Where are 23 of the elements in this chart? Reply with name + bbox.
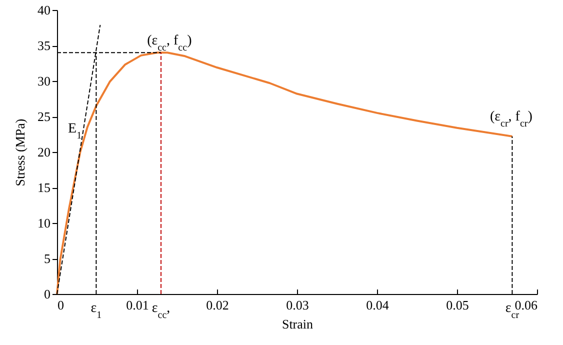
x-axis-title: Strain [282,316,314,332]
y-tick-label: 20 [38,144,50,160]
y-tick-label: 5 [44,251,50,266]
y-axis-title: Stress (MPa) [12,118,28,186]
y-tick-label: 35 [38,38,50,53]
y-tick-label: 30 [38,74,50,88]
annotation: (ε$_{cr}$, f$_{cr}$) [490,109,533,129]
y-tick-label: 25 [38,109,50,124]
x-tick-label: 0.01 [126,298,149,312]
x-tick-label: 0 [58,298,64,312]
x-tick-label: 0.02 [206,298,229,312]
x-tick-label: 0.05 [446,298,469,312]
annotation: E$_{1}$ [68,122,82,142]
x-tick-label: 0.06 [514,298,538,312]
annotation: (ε$_{cc}$, f$_{cc}$) [147,34,192,54]
y-tick-label: 40 [38,2,50,18]
annotation: ε$_{1}$ [90,301,102,320]
x-tick-label: 0.03 [286,298,309,312]
y-tick-label: 10 [38,216,50,230]
y-tick-label: 15 [38,180,50,195]
annotation: ε$_{cc}$, [152,301,170,320]
y-tick-label: 0 [44,286,50,302]
x-tick-label: 0.04 [366,298,390,312]
